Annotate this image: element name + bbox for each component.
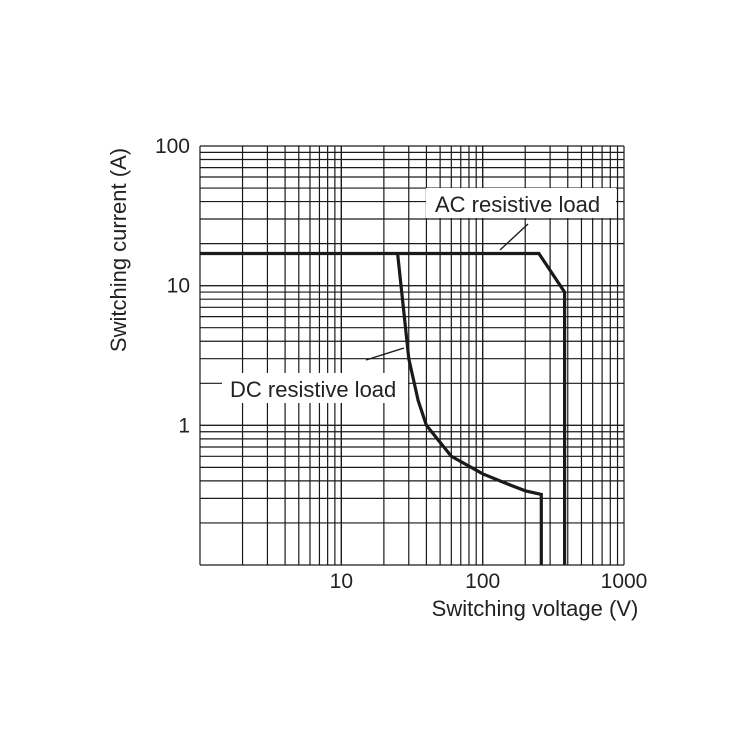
- y-tick-label: 10: [167, 275, 190, 298]
- ac-label-leader: [499, 223, 529, 251]
- curves: [200, 251, 567, 565]
- x-tick-label: 100: [465, 570, 500, 593]
- ac-label-background: [426, 188, 616, 218]
- dc-label-background: [222, 373, 408, 403]
- x-tick-label: 1000: [601, 570, 648, 593]
- x-axis-title: Switching voltage (V): [432, 596, 639, 621]
- y-tick-labels: 100 10 1: [155, 135, 190, 437]
- annotations: AC resistive load DC resistive load: [222, 188, 616, 403]
- y-axis-title: Switching current (A): [106, 148, 131, 352]
- y-tick-label: 100: [155, 135, 190, 158]
- dc-series-label: DC resistive load: [230, 377, 396, 402]
- x-tick-label: 10: [330, 570, 353, 593]
- ac-series-label: AC resistive load: [435, 192, 600, 217]
- ac-resistive-load-curve: [200, 251, 567, 565]
- dc-resistive-load-curve: [396, 253, 543, 565]
- x-tick-labels: 10 100 1000: [330, 570, 648, 593]
- y-tick-label: 1: [178, 414, 190, 437]
- dc-label-leader: [365, 347, 405, 361]
